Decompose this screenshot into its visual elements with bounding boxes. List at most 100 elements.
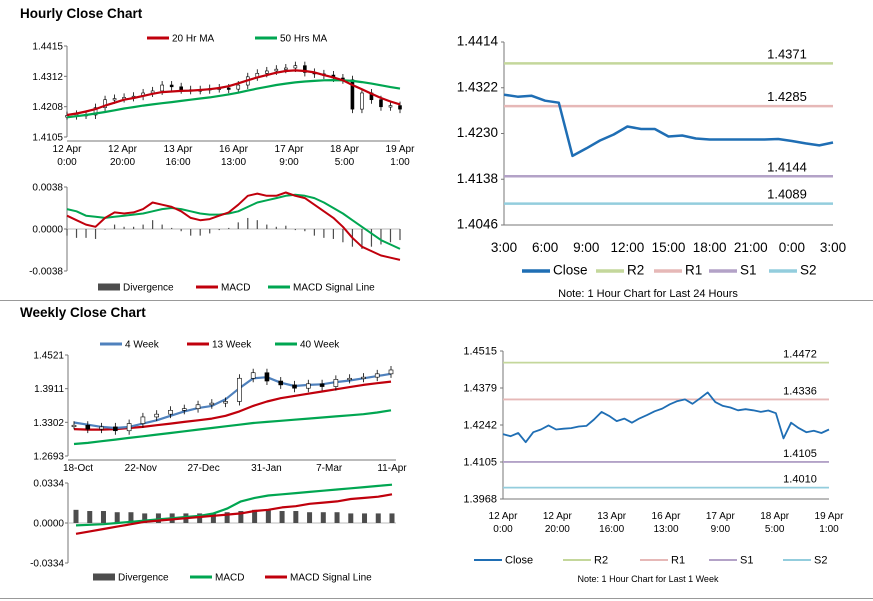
- hourly-divergence-bar: [94, 229, 97, 239]
- weekly-divergence-bar: [293, 511, 299, 523]
- last-week-x-tick-date: 17 Apr: [706, 511, 736, 522]
- hourly-price-candle-body: [379, 99, 383, 108]
- weekly-candle-body: [374, 373, 380, 378]
- legend-weekly-divergence-label: Divergence: [118, 573, 169, 584]
- hourly-divergence-bar: [152, 220, 154, 229]
- hourly-divergence-bar: [389, 229, 392, 243]
- last-week-level-r1-label: 1.4336: [783, 385, 817, 397]
- hourly-price-candle-body: [350, 79, 355, 110]
- weekly-candle-body: [209, 402, 215, 406]
- hourly-divergence-bar: [380, 229, 382, 245]
- weekly-divergence-bar: [265, 509, 271, 523]
- last-24h-level-s1-label: 1.4144: [767, 159, 807, 174]
- hourly-price-x-tick-time: 0:00: [57, 157, 77, 168]
- hourly-divergence-bar: [142, 224, 144, 229]
- legend-hourly-divergence-swatch: [98, 283, 120, 291]
- hourly-divergence-bar: [256, 220, 258, 229]
- weekly-candle-body: [250, 372, 256, 379]
- hourly-price-candle-body: [112, 98, 117, 101]
- weekly-price-y-tick: 1.2693: [33, 452, 64, 463]
- hourly-20hr-ma-line: [66, 69, 401, 117]
- last-week-level-s1-label: 1.4105: [783, 448, 817, 460]
- hourly-divergence-bar: [85, 229, 87, 238]
- legend-weekly-divergence-swatch: [93, 573, 115, 581]
- weekly-candle-body: [113, 426, 118, 432]
- legend-13-week-label: 13 Week: [212, 340, 252, 351]
- hourly-divergence-bar: [133, 226, 135, 229]
- hourly-price-x-tick-time: 9:00: [279, 157, 299, 168]
- hourly-price-candle-body: [169, 84, 174, 88]
- weekly-13wk-line: [73, 380, 392, 431]
- hourly-price-candle-body: [274, 68, 279, 72]
- weekly-divergence-bar: [142, 513, 148, 523]
- last-week-y-tick: 1.4105: [463, 457, 497, 469]
- weekly-candle-body: [154, 413, 159, 418]
- last-week-x-tick-date: 16 Apr: [652, 511, 682, 522]
- hourly-divergence-bar: [228, 227, 230, 229]
- last-week-y-tick: 1.4379: [463, 383, 497, 395]
- hourly-price-candle-body: [264, 70, 269, 74]
- last-week-x-tick-time: 9:00: [711, 524, 731, 535]
- weekly-candle-body: [306, 383, 311, 389]
- hourly-macd-signal-line: [66, 193, 401, 250]
- last-24h-x-tick: 15:00: [652, 240, 686, 255]
- legend-24h-s2-label: S2: [800, 263, 817, 278]
- last-24h-x-tick: 3:00: [491, 240, 517, 255]
- hourly-divergence-bar: [171, 227, 173, 229]
- hourly-price-x-tick-date: 16 Apr: [219, 144, 249, 155]
- weekly-candle-body: [126, 423, 132, 432]
- hourly-price-candle-body: [93, 107, 98, 116]
- weekly-divergence-bar: [252, 509, 258, 523]
- weekly-macd-y-tick: 0.0334: [33, 479, 64, 490]
- last-24h-note: Note: 1 Hour Chart for Last 24 Hours: [558, 288, 738, 300]
- hourly-macd-y-tick: 0.0038: [32, 183, 63, 194]
- last-24h-y-tick: 1.4046: [457, 217, 498, 232]
- weekly-macd-y-tick: -0.0334: [30, 559, 64, 570]
- last-week-level-s2-label: 1.4010: [783, 474, 817, 486]
- hourly-divergence-bar: [313, 229, 315, 236]
- hourly-price-y-tick: 1.4312: [32, 72, 63, 83]
- legend-week-s1-label: S1: [740, 555, 753, 567]
- hourly-price-x-tick-date: 18 Apr: [330, 144, 360, 155]
- weekly-divergence-bar: [87, 511, 93, 523]
- weekly-price-y-tick: 1.3302: [33, 418, 64, 429]
- legend-hourly-macd-label: MACD: [221, 283, 250, 294]
- hourly-price-x-tick-date: 13 Apr: [164, 144, 194, 155]
- last-week-close-line: [502, 391, 830, 444]
- hourly-price-x-tick-date: 17 Apr: [275, 144, 305, 155]
- weekly-divergence-bar: [238, 511, 244, 523]
- hourly-divergence-bar: [370, 229, 373, 247]
- weekly-price-x-tick: 11-Apr: [377, 463, 407, 474]
- hourly-divergence-bar: [323, 229, 325, 238]
- last-24h-close-line: [503, 93, 834, 158]
- hourly-macd-y-tick: 0.0000: [32, 225, 63, 236]
- last-24h-x-tick: 18:00: [693, 240, 727, 255]
- hourly-divergence-bar: [161, 224, 163, 229]
- hourly-price-candle-body: [160, 84, 164, 92]
- last-week-x-tick-date: 19 Apr: [815, 511, 845, 522]
- weekly-price-y-tick: 1.4521: [33, 351, 64, 362]
- hourly-price-x-tick-time: 1:00: [390, 157, 410, 168]
- legend-50hrs-ma-label: 50 Hrs MA: [280, 34, 328, 45]
- last-24h-level-r2-label: 1.4371: [767, 46, 807, 61]
- legend-24h-s1-label: S1: [740, 263, 757, 278]
- hourly-price-y-tick: 1.4208: [32, 102, 63, 113]
- hourly-price-candle-body: [284, 67, 288, 70]
- hourly-divergence-bar: [247, 217, 249, 229]
- hourly-price-candle-body: [360, 92, 364, 110]
- legend-20hr-ma-label: 20 Hr MA: [172, 34, 215, 45]
- last-24h-x-tick: 12:00: [610, 240, 644, 255]
- weekly-candle-body: [361, 376, 366, 379]
- weekly-divergence-bar: [210, 513, 216, 523]
- last-week-y-tick: 1.4242: [463, 420, 497, 432]
- hourly-divergence-bar: [399, 229, 401, 241]
- hourly-price-x-tick-time: 16:00: [165, 157, 190, 168]
- hourly-divergence-bar: [180, 229, 182, 232]
- weekly-price-x-tick: 22-Nov: [125, 463, 157, 474]
- hourly-divergence-bar: [209, 229, 211, 234]
- weekly-divergence-bar: [73, 509, 79, 523]
- last-24h-x-tick: 6:00: [532, 240, 558, 255]
- last-week-y-tick: 1.4515: [463, 346, 497, 358]
- last-week-x-tick-time: 20:00: [545, 524, 570, 535]
